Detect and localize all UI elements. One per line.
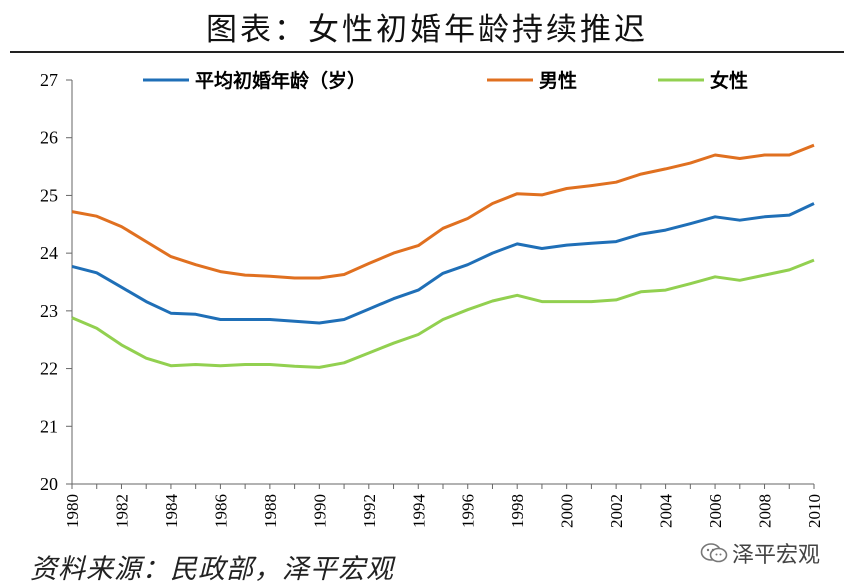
source-note: 资料来源：民政部，泽平宏观 — [30, 554, 394, 585]
title-divider — [10, 51, 844, 53]
x-tick-label: 1994 — [409, 494, 428, 529]
x-tick-label: 1982 — [112, 494, 131, 528]
x-tick-label: 1984 — [162, 494, 181, 529]
x-tick-label: 1992 — [360, 494, 379, 528]
watermark: 泽平宏观 — [694, 537, 827, 569]
legend-label-0: 平均初婚年龄（岁） — [195, 69, 366, 92]
x-tick-label: 2006 — [706, 494, 725, 528]
legend-label-2: 女性 — [710, 69, 748, 92]
legend-label-1: 男性 — [539, 69, 577, 92]
chart-title: 图表：女性初婚年龄持续推迟 — [206, 12, 648, 48]
y-tick-label: 24 — [40, 243, 58, 263]
x-tick-label: 1988 — [261, 494, 280, 528]
series-line-1 — [71, 143, 815, 280]
x-tick-label: 2002 — [607, 494, 626, 528]
y-tick-label: 23 — [40, 301, 58, 321]
x-tick-label: 2008 — [756, 494, 775, 528]
x-tick-label: 1990 — [310, 494, 329, 528]
y-tick-label: 27 — [40, 70, 58, 90]
x-tick-label: 1980 — [63, 494, 82, 528]
x-tick-label: 2010 — [805, 494, 824, 528]
y-tick-label: 20 — [40, 474, 58, 494]
watermark-text: 泽平宏观 — [732, 543, 821, 568]
x-tick-label: 1996 — [459, 494, 478, 528]
y-tick-label: 25 — [40, 185, 58, 205]
series-line-0 — [71, 202, 815, 325]
series-line-2 — [71, 258, 815, 369]
wechat-icon — [700, 543, 728, 563]
x-tick-label: 1998 — [508, 494, 527, 528]
x-tick-label: 1986 — [211, 494, 230, 528]
x-tick-label: 2004 — [657, 494, 676, 529]
y-tick-label: 21 — [40, 416, 58, 436]
y-tick-label: 22 — [40, 359, 58, 379]
y-tick-label: 26 — [40, 128, 58, 148]
line-chart: 20 21 22 23 24 25 26 27 1980 1982 1984 1986 1988 1990… — [40, 69, 824, 529]
x-tick-label: 2000 — [558, 494, 577, 528]
